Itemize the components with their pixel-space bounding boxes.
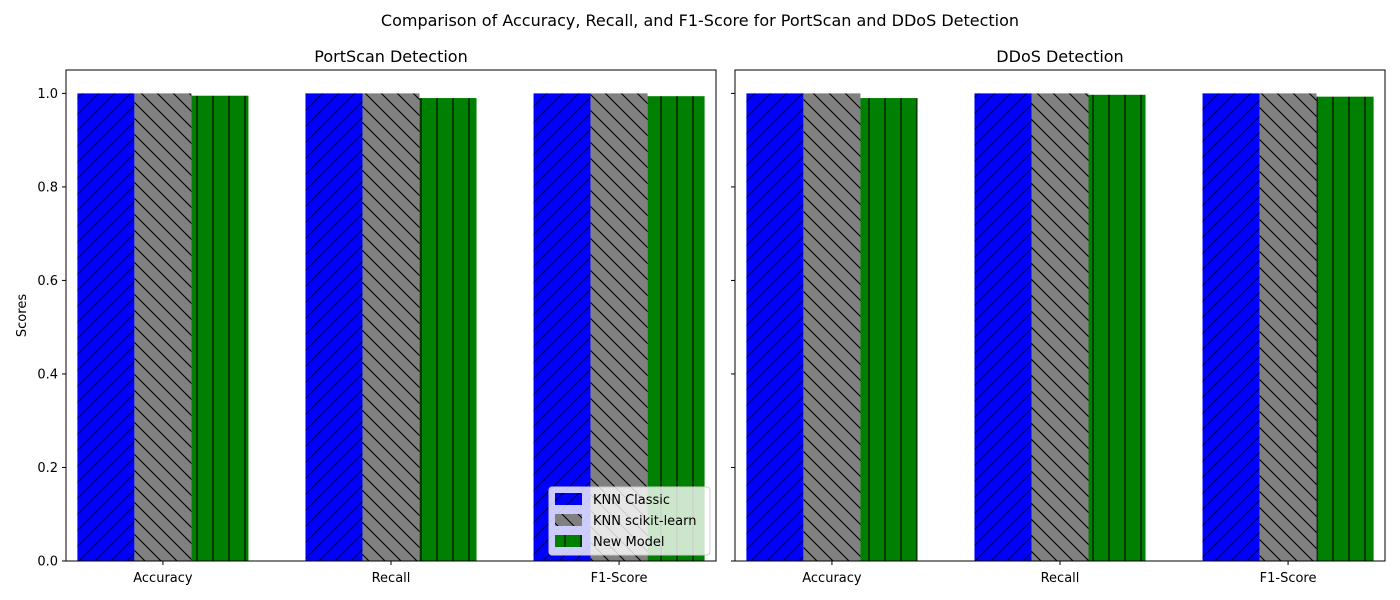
x-tick-label: F1-Score: [591, 571, 648, 586]
legend-label: New Model: [593, 535, 665, 550]
bar-new-model-accuracy: [860, 98, 918, 562]
bar-new-model-f1-score: [1316, 96, 1374, 561]
legend-box: [548, 486, 711, 556]
figure-title: Comparison of Accuracy, Recall, and F1-S…: [381, 11, 1019, 30]
x-tick-label: Recall: [372, 571, 411, 586]
legend-label: KNN Classic: [593, 493, 670, 508]
y-tick-label: 0.2: [37, 461, 58, 476]
y-tick-label: 0.6: [37, 274, 58, 289]
chart-title: PortScan Detection: [314, 47, 467, 66]
bar-knn-classic-recall: [974, 93, 1032, 561]
bar-new-model-recall: [1088, 94, 1146, 561]
bar-knn-classic-f1-score: [1202, 93, 1260, 561]
bar-knn-scikit-learn-f1-score: [590, 93, 648, 561]
plot-frame: [65, 69, 717, 562]
chart-title: DDoS Detection: [996, 47, 1123, 66]
legend-swatch-new-model: [555, 535, 582, 547]
legend-swatch-knn-scikit-learn: [555, 514, 582, 526]
bar-knn-scikit-learn-recall: [362, 93, 420, 561]
y-axis-label: Scores: [15, 294, 30, 337]
bar-knn-scikit-learn-recall: [1031, 93, 1089, 561]
plot-frame: [734, 69, 1386, 562]
chart-portscan: PortScan Detection Accuracy Recall F1-Score…: [15, 47, 717, 586]
x-tick-label: Recall: [1041, 571, 1080, 586]
x-tick-label: F1-Score: [1260, 571, 1317, 586]
bar-knn-classic-f1-score: [533, 93, 591, 561]
chart-ddos: DDoS Detection Accuracy Recall F1-Score: [731, 47, 1386, 586]
legend: KNN Classic KNN scikit-learn New Model: [548, 486, 711, 556]
bar-knn-classic-accuracy: [77, 93, 135, 561]
bar-knn-classic-recall: [305, 93, 363, 561]
x-tick-label: Accuracy: [133, 571, 193, 586]
legend-swatch-knn-classic: [555, 493, 582, 505]
y-tick-label: 1.0: [37, 87, 58, 102]
bar-new-model-recall: [419, 98, 477, 562]
x-tick-label: Accuracy: [802, 571, 862, 586]
bar-knn-scikit-learn-f1-score: [1259, 93, 1317, 561]
y-tick-label: 0.8: [37, 180, 58, 195]
bar-new-model-accuracy: [191, 95, 249, 561]
legend-label: KNN scikit-learn: [593, 514, 697, 529]
bar-knn-scikit-learn-accuracy: [803, 93, 861, 561]
y-tick-label: 0.4: [37, 367, 58, 382]
bar-knn-scikit-learn-accuracy: [134, 93, 192, 561]
bar-new-model-f1-score: [647, 96, 705, 561]
y-tick-label: 0.0: [37, 555, 58, 570]
bar-knn-classic-accuracy: [746, 93, 804, 561]
